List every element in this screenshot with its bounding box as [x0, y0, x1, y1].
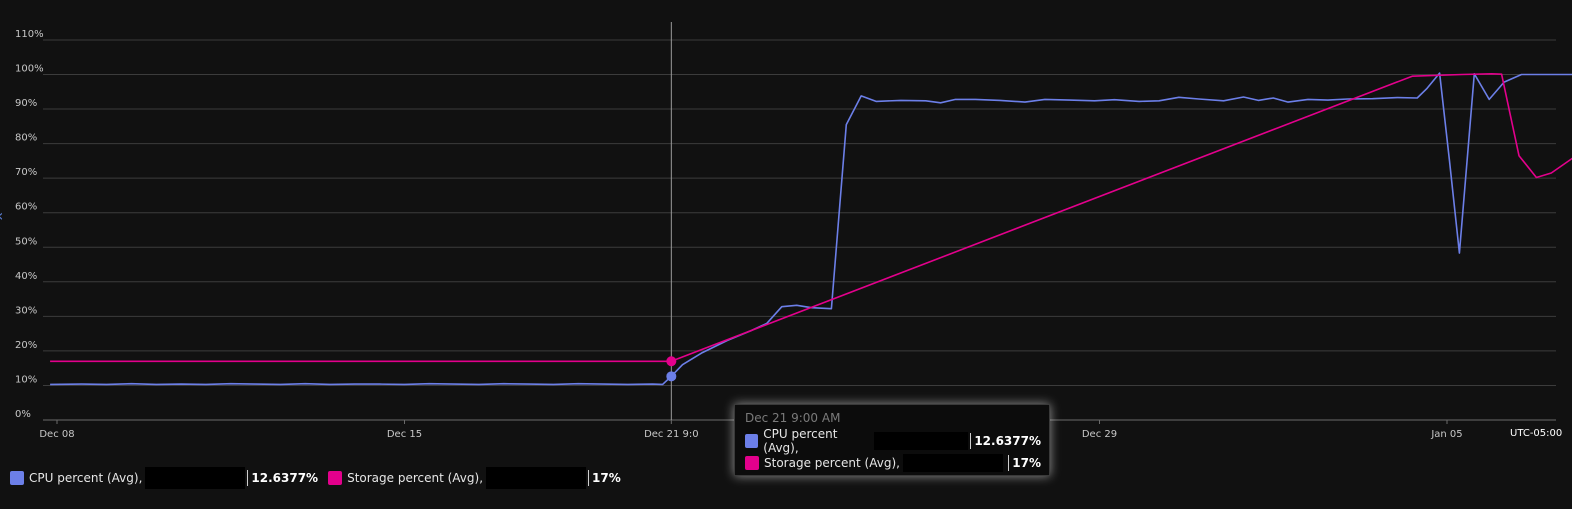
hover-tooltip: Dec 21 9:00 AM CPU percent (Avg), 12.637… [734, 404, 1050, 476]
hover-markers [666, 356, 677, 382]
tooltip-cpu-value: 12.6377% [974, 434, 1042, 448]
storage-swatch [328, 471, 343, 485]
legend-storage-label: Storage percent (Avg), [347, 471, 484, 485]
cpu-swatch [10, 471, 24, 485]
tooltip-title: Dec 21 9:00 AM [745, 411, 841, 425]
chevron-left-icon[interactable]: ‹ [0, 206, 3, 225]
legend-cpu-value: 12.6377% [251, 471, 319, 485]
y-tick-label: 60% [15, 202, 37, 213]
x-tick-label: Dec 15 [387, 429, 422, 440]
x-tick-label: Dec 08 [39, 429, 74, 440]
y-tick-label: 20% [15, 340, 37, 351]
cpu-series-line [50, 72, 1572, 386]
timezone-label: UTC-05:00 [1510, 428, 1562, 439]
legend-item-storage[interactable]: Storage percent (Avg), 17% [328, 467, 621, 489]
y-tick-label: 50% [15, 236, 37, 247]
redacted-resource-name [902, 454, 1003, 472]
redacted-resource-name [873, 432, 969, 450]
legend-storage-value: 17% [592, 471, 621, 485]
y-tick-label: 70% [15, 167, 37, 178]
grid [43, 39, 1556, 421]
y-tick-label: 0% [15, 409, 31, 420]
x-tick-label: Dec 21 9:0 [644, 429, 699, 440]
tooltip-storage-label: Storage percent (Avg), [764, 456, 900, 470]
storage-swatch [745, 456, 759, 470]
tooltip-storage-value: 17% [1012, 456, 1041, 470]
cpu-hover-point [666, 371, 677, 382]
separator [1008, 455, 1010, 471]
y-tick-label: 110% [15, 29, 44, 40]
separator [970, 433, 972, 449]
tooltip-row-cpu: CPU percent (Avg), 12.6377% [745, 427, 1042, 455]
storage-series-line [50, 73, 1572, 363]
cpu-swatch [745, 434, 759, 448]
y-tick-label: 100% [15, 64, 44, 75]
legend: CPU percent (Avg), 12.6377% Storage perc… [10, 467, 631, 489]
x-axis-ticks: Dec 08 Dec 15 Dec 21 9:0 Dec 29 Jan 05 [39, 420, 1463, 440]
legend-item-cpu[interactable]: CPU percent (Avg), 12.6377% [10, 467, 318, 489]
storage-hover-point [666, 356, 677, 367]
separator [247, 470, 249, 486]
redacted-resource-name [145, 467, 246, 489]
x-tick-label: Dec 29 [1082, 429, 1117, 440]
tooltip-cpu-label: CPU percent (Avg), [763, 427, 838, 455]
legend-cpu-label: CPU percent (Avg), [29, 471, 143, 485]
series [50, 72, 1572, 386]
separator [588, 470, 590, 486]
y-axis-ticks: 0% 10% 20% 30% 40% 50% 60% 70% 80% 90% 100% 110% [15, 29, 44, 420]
y-tick-label: 10% [15, 374, 37, 385]
redacted-resource-name [486, 467, 587, 489]
y-tick-label: 90% [15, 98, 37, 109]
x-tick-label: Jan 05 [1430, 429, 1462, 440]
y-tick-label: 40% [15, 271, 37, 282]
tooltip-row-storage: Storage percent (Avg), 17% [745, 453, 1041, 473]
y-tick-label: 80% [15, 133, 37, 144]
y-tick-label: 30% [15, 305, 37, 316]
